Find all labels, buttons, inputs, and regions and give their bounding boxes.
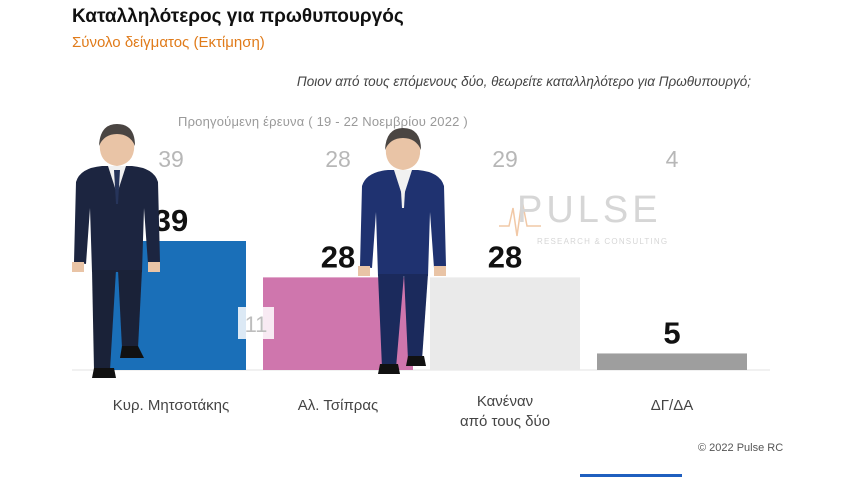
copyright-text: © 2022 Pulse RC bbox=[698, 442, 784, 454]
survey-question: Ποιον από τους επόμενους δύο, θεωρείτε κ… bbox=[296, 74, 751, 89]
bar-2 bbox=[430, 277, 580, 370]
value-label-0: 39 bbox=[154, 203, 188, 238]
chart-title: Καταλληλότερος για πρωθυπουργός bbox=[72, 6, 404, 27]
value-label-3: 5 bbox=[663, 315, 680, 350]
previous-value-0: 39 bbox=[158, 146, 184, 172]
bar-3 bbox=[597, 353, 747, 370]
logo-tagline: RESEARCH & CONSULTING bbox=[537, 237, 667, 246]
category-label-1: Αλ. Τσίπρας bbox=[298, 397, 378, 414]
category-label-2: Κανέναν από τους δύο bbox=[460, 393, 550, 430]
chart-subtitle: Σύνολο δείγματος (Εκτίμηση) bbox=[72, 34, 265, 51]
pulse-logo: PULSE RESEARCH & CONSULTING bbox=[499, 189, 667, 246]
previous-survey-label: Προηγούμενη έρευνα ( 19 - 22 Νοεμβρίου 2… bbox=[178, 114, 468, 129]
category-label-0: Κυρ. Μητσοτάκης bbox=[113, 397, 229, 414]
previous-value-1: 28 bbox=[325, 146, 351, 172]
person-photo-1 bbox=[72, 124, 160, 378]
previous-value-3: 4 bbox=[666, 146, 679, 172]
previous-value-2: 29 bbox=[492, 146, 518, 172]
accent-bar bbox=[580, 474, 682, 477]
person-photo-2 bbox=[358, 128, 446, 374]
annotation-box bbox=[238, 307, 274, 339]
annotation-label: 11 bbox=[245, 312, 268, 337]
logo-name: PULSE bbox=[517, 189, 662, 231]
category-label-3: ΔΓ/ΔΑ bbox=[651, 397, 693, 414]
value-label-1: 28 bbox=[321, 239, 355, 274]
value-label-2: 28 bbox=[488, 239, 522, 274]
